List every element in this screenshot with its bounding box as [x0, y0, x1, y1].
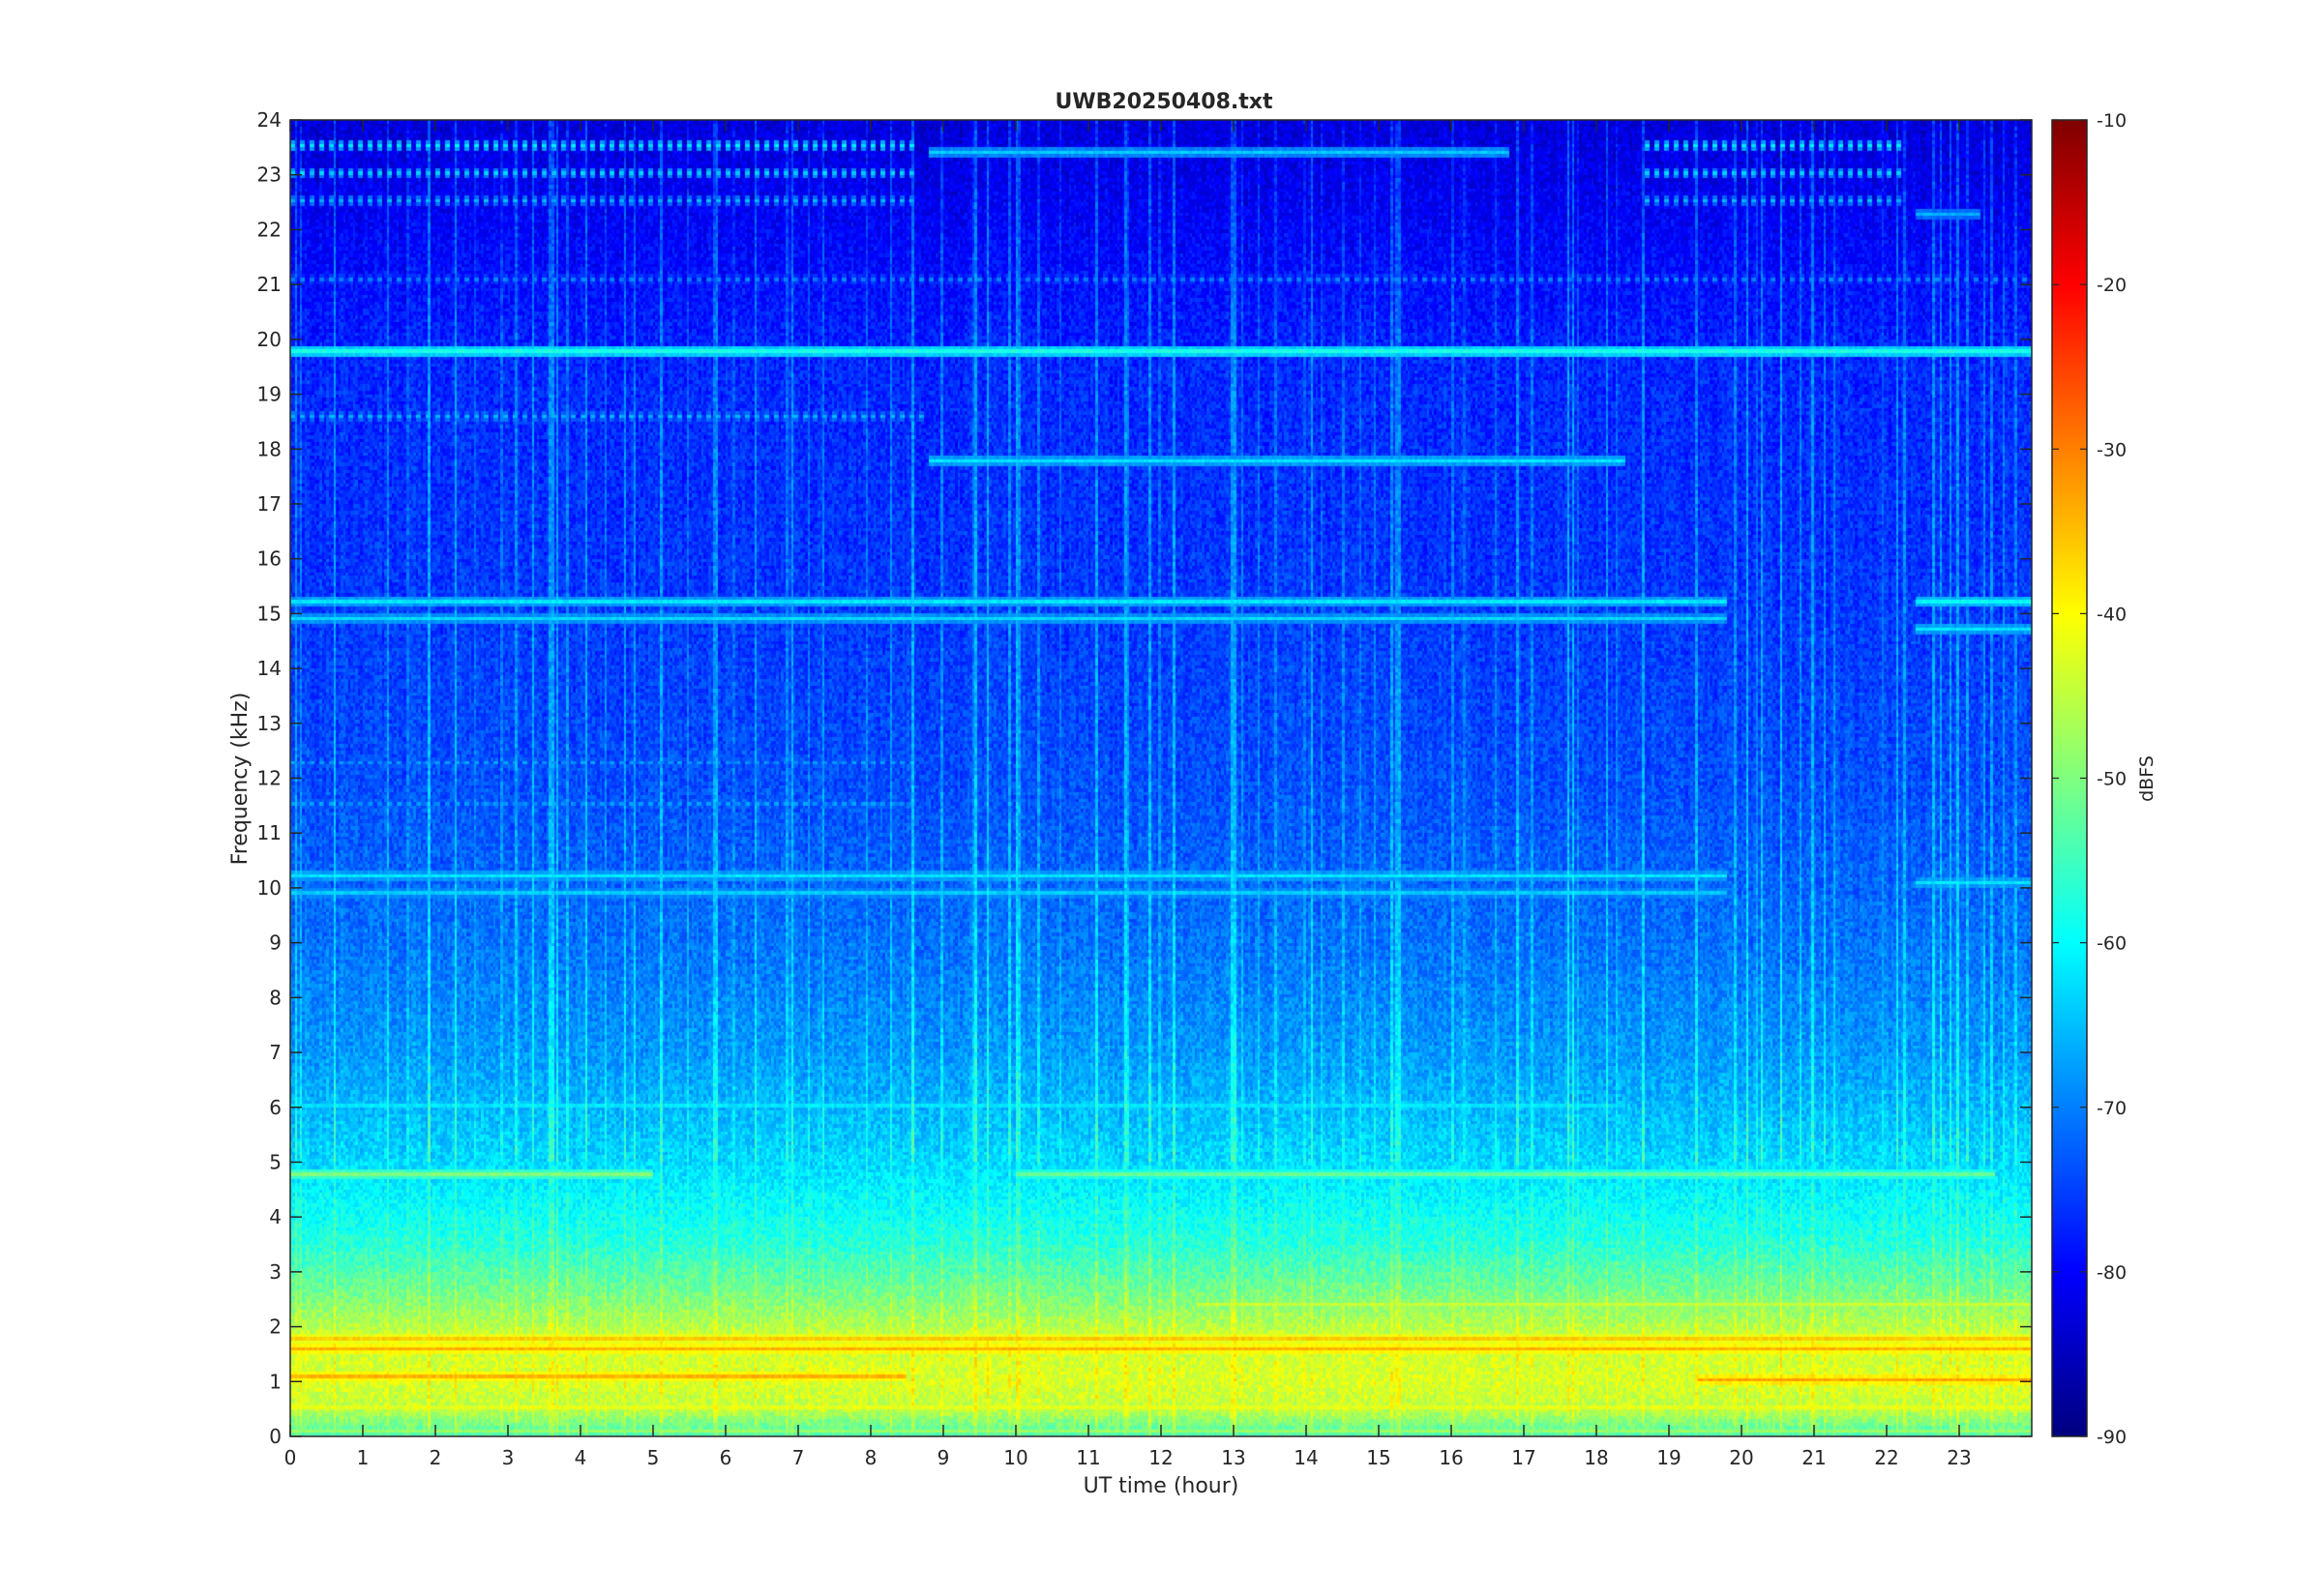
plot-frame [289, 119, 2033, 1437]
x-tick-label: 5 [647, 1446, 660, 1469]
y-tick-label: 8 [269, 986, 282, 1009]
colorbar-label: dBFS [2136, 755, 2158, 802]
x-tick-label: 19 [1656, 1446, 1681, 1469]
y-tick-label: 14 [257, 657, 282, 680]
y-tick-label: 13 [257, 712, 282, 735]
y-tick-label: 20 [257, 328, 282, 351]
colorbar-tick-label: -20 [2097, 275, 2127, 296]
spectrogram-heatmap [290, 120, 2032, 1436]
x-tick-label: 11 [1076, 1446, 1100, 1469]
x-tick-label: 9 [938, 1446, 950, 1469]
x-axis: 0 1 2 3 4 5 6 7 8 9 10 11 12 13 14 15 16 17 18 19 20 21 22 23 [284, 120, 1972, 1469]
colorbar-tick-label: -10 [2097, 110, 2127, 132]
y-tick-label: 10 [257, 876, 282, 900]
y-tick-label: 2 [269, 1315, 282, 1339]
y-tick-label: 16 [257, 547, 282, 571]
x-tick-label: 20 [1729, 1446, 1753, 1469]
chart-title: UWB20250408.txt [1056, 90, 1273, 114]
x-tick-label: 16 [1439, 1446, 1463, 1469]
y-tick-label: 5 [269, 1150, 282, 1173]
y-tick-label: 6 [269, 1096, 282, 1119]
y-tick-label: 15 [257, 602, 282, 625]
y-tick-label: 18 [257, 437, 282, 460]
y-tick-label: 19 [257, 383, 282, 406]
x-tick-label: 1 [357, 1446, 370, 1469]
y-tick-label: 24 [257, 108, 282, 132]
y-axis-label: Frequency (kHz) [228, 693, 253, 866]
y-tick-label: 12 [257, 767, 282, 790]
x-tick-label: 13 [1221, 1446, 1245, 1469]
colorbar-tick-label: -40 [2097, 604, 2127, 625]
colorbar-tick-label: -30 [2097, 439, 2127, 460]
x-tick-label: 12 [1148, 1446, 1173, 1469]
y-tick-label: 9 [269, 931, 282, 955]
y-tick-label: 11 [257, 821, 282, 844]
x-tick-label: 0 [284, 1446, 297, 1469]
y-tick-label: 7 [269, 1041, 282, 1064]
x-tick-label: 18 [1584, 1446, 1608, 1469]
x-tick-label: 15 [1366, 1446, 1390, 1469]
x-tick-label: 10 [1003, 1446, 1027, 1469]
x-tick-label: 22 [1874, 1446, 1898, 1469]
colorbar-tick-label: -90 [2097, 1427, 2127, 1448]
colorbar-tick-label: -80 [2097, 1262, 2127, 1284]
x-tick-label: 7 [792, 1446, 805, 1469]
y-tick-label: 1 [269, 1370, 282, 1393]
x-tick-label: 2 [430, 1446, 442, 1469]
colorbar-tick-label: -50 [2097, 769, 2127, 790]
colorbar-axis: -90 -80 -70 -60 -50 -40 -30 -20 -10 [2052, 110, 2127, 1448]
x-axis-label: UT time (hour) [1084, 1474, 1239, 1498]
x-tick-label: 6 [720, 1446, 732, 1469]
y-tick-label: 4 [269, 1205, 282, 1228]
x-tick-label: 3 [502, 1446, 515, 1469]
x-tick-label: 17 [1511, 1446, 1535, 1469]
x-tick-label: 21 [1801, 1446, 1826, 1469]
y-tick-label: 22 [257, 218, 282, 241]
y-tick-label: 0 [269, 1425, 282, 1448]
x-tick-label: 14 [1294, 1446, 1318, 1469]
y-tick-label: 21 [257, 273, 282, 296]
colorbar-tick-label: -70 [2097, 1098, 2127, 1119]
x-tick-label: 8 [865, 1446, 878, 1469]
x-tick-label: 4 [575, 1446, 587, 1469]
heatmap-area [290, 120, 2032, 1436]
y-tick-label: 23 [257, 163, 282, 187]
y-tick-label: 17 [257, 492, 282, 516]
x-tick-label: 23 [1947, 1446, 1971, 1469]
colorbar-tick-label: -60 [2097, 933, 2127, 955]
y-tick-label: 3 [269, 1260, 282, 1284]
